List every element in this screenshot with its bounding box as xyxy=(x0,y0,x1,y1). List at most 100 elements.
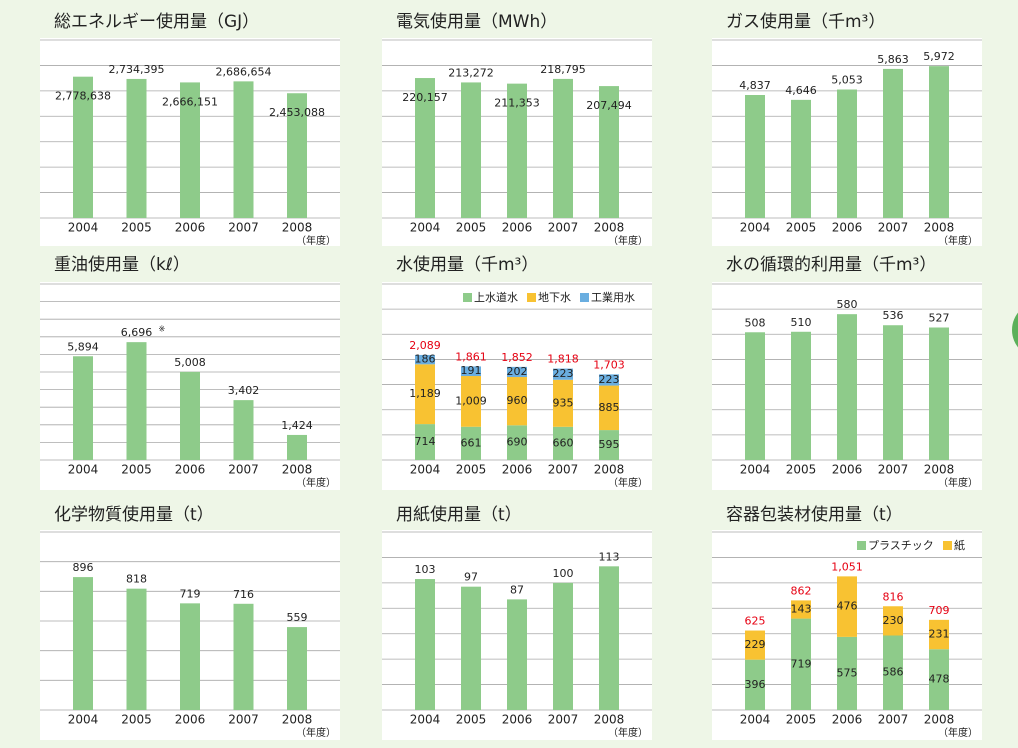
total-label: 816 xyxy=(883,590,904,603)
x-unit: （年度） xyxy=(938,476,978,489)
x-tick-label: 2007 xyxy=(878,221,909,235)
value-label: 103 xyxy=(415,563,436,576)
bar xyxy=(791,331,811,460)
x-tick-label: 2005 xyxy=(456,463,487,477)
bar xyxy=(461,586,481,710)
x-tick-label: 2006 xyxy=(502,221,533,235)
segment-label: 595 xyxy=(599,438,620,451)
segment-label: 191 xyxy=(461,364,482,377)
chart-title: 総エネルギー使用量（GJ） xyxy=(54,11,259,32)
bar xyxy=(233,400,254,460)
bar xyxy=(180,603,200,710)
value-label: 818 xyxy=(126,573,147,586)
segment-label: 1,009 xyxy=(455,394,487,407)
bar-segment xyxy=(553,379,573,427)
bar xyxy=(745,95,765,218)
segment-label: 935 xyxy=(553,396,574,409)
x-unit: （年度） xyxy=(296,726,336,739)
segment-label: 719 xyxy=(791,657,812,670)
segment-label: 186 xyxy=(415,353,436,366)
value-label: 2,686,654 xyxy=(216,65,272,78)
segment-label: 476 xyxy=(837,600,858,613)
segment-label: 586 xyxy=(883,666,904,679)
x-unit: （年度） xyxy=(938,726,978,739)
x-unit: （年度） xyxy=(608,726,648,739)
bar xyxy=(415,579,435,710)
value-label: 2,734,395 xyxy=(109,63,165,76)
x-tick-label: 2006 xyxy=(832,463,863,477)
value-label: 510 xyxy=(791,316,812,329)
x-unit: （年度） xyxy=(296,234,336,247)
value-label: 5,053 xyxy=(831,74,863,87)
value-label: 508 xyxy=(745,316,766,329)
x-tick-label: 2008 xyxy=(282,463,313,477)
x-unit: （年度） xyxy=(938,234,978,247)
x-tick-label: 2005 xyxy=(786,221,817,235)
bar xyxy=(233,603,254,710)
x-tick-label: 2007 xyxy=(878,463,909,477)
x-tick-label: 2008 xyxy=(594,463,625,477)
segment-label: 660 xyxy=(553,436,574,449)
value-label: 896 xyxy=(73,561,94,574)
bar xyxy=(599,86,619,218)
total-label: 862 xyxy=(791,584,812,597)
bar-segment xyxy=(461,366,481,377)
total-label: 1,703 xyxy=(593,358,625,371)
bar-segment xyxy=(837,636,857,710)
value-label: 213,272 xyxy=(448,66,494,79)
x-tick-label: 2006 xyxy=(832,713,863,727)
x-tick-label: 2006 xyxy=(502,713,533,727)
legend-label: 上水道水 xyxy=(474,290,518,304)
bar-segment xyxy=(599,430,619,460)
chart-title: 重油使用量（kℓ） xyxy=(54,254,190,275)
segment-label: 223 xyxy=(599,373,620,386)
bar-segment xyxy=(599,374,619,386)
segment-label: 202 xyxy=(507,365,528,378)
chart-title: 水の循環的利用量（千m³） xyxy=(726,255,936,275)
value-label: 559 xyxy=(287,611,308,624)
chart-title: 容器包装材使用量（t） xyxy=(726,504,903,525)
x-tick-label: 2005 xyxy=(456,713,487,727)
x-tick-label: 2007 xyxy=(228,221,259,235)
bar-segment xyxy=(791,600,811,619)
x-tick-label: 2005 xyxy=(121,463,152,477)
bar-segment xyxy=(929,649,949,710)
bar xyxy=(73,356,93,460)
bar xyxy=(883,325,903,460)
bar xyxy=(507,83,527,218)
bar-segment xyxy=(415,364,435,425)
total-label: 2,089 xyxy=(409,339,441,352)
bar xyxy=(233,81,254,218)
segment-label: 885 xyxy=(599,401,620,414)
total-label: 625 xyxy=(745,615,766,628)
bar-segment xyxy=(929,619,949,650)
bar xyxy=(180,82,200,218)
chart-title: ガス使用量（千m³） xyxy=(726,11,885,32)
total-label: 1,051 xyxy=(831,560,863,573)
value-label: 2,778,638 xyxy=(55,90,111,103)
bar xyxy=(837,89,857,218)
x-tick-label: 2004 xyxy=(740,221,771,235)
value-label: 2,453,088 xyxy=(269,106,325,119)
segment-label: 230 xyxy=(883,614,904,627)
x-tick-label: 2006 xyxy=(832,221,863,235)
x-tick-label: 2004 xyxy=(68,713,99,727)
bar xyxy=(73,76,93,219)
value-label: 5,863 xyxy=(877,53,909,66)
segment-label: 575 xyxy=(837,666,858,679)
value-label: 4,646 xyxy=(785,84,817,97)
bar xyxy=(461,82,481,218)
value-label: 113 xyxy=(599,550,620,563)
x-tick-label: 2007 xyxy=(548,221,579,235)
segment-label: 478 xyxy=(929,673,950,686)
bar xyxy=(929,327,949,460)
value-label: 527 xyxy=(929,311,950,324)
bar xyxy=(929,66,949,219)
bar xyxy=(507,599,527,710)
value-label: 100 xyxy=(553,567,574,580)
legend-label: 工業用水 xyxy=(591,291,635,304)
value-label: 536 xyxy=(883,309,904,322)
segment-label: 960 xyxy=(507,394,528,407)
bar xyxy=(553,582,573,710)
bar-segment xyxy=(507,425,527,460)
